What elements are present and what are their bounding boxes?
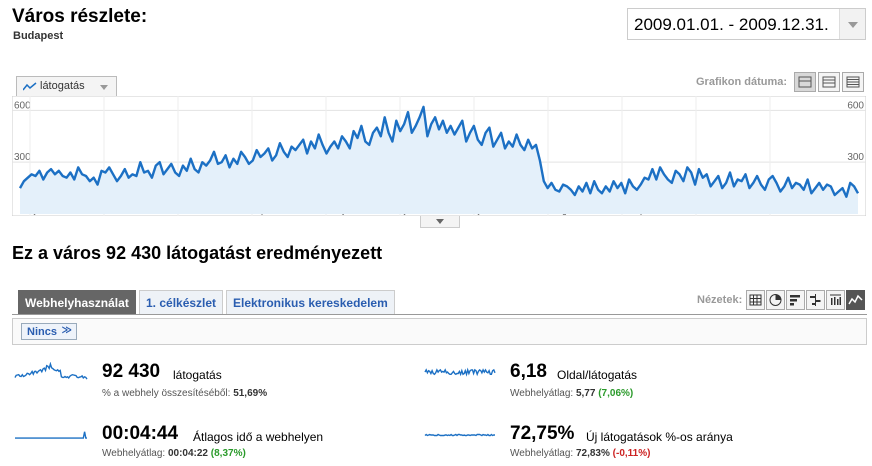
chevron-down-icon[interactable]: [839, 9, 865, 39]
bar-chart-icon: [790, 295, 800, 306]
tab-divider: [12, 314, 867, 315]
metric-pages-sub: Webhelyátlag: 5,77 (7,06%): [510, 388, 633, 399]
metric-visits-sub-prefix: % a webhely összesítéséből:: [102, 388, 234, 399]
visits-chart: 600600300300jan. 5.febr. 7.márc. 12.ápr.…: [11, 95, 867, 217]
date-range-picker[interactable]: 2009.01.01. - 2009.12.31.: [627, 8, 866, 40]
visits-line: [18, 105, 860, 198]
metric-newvisits-sub-prefix: Webhelyátlag:: [510, 448, 576, 459]
new-visits-sparkline: [424, 433, 495, 437]
pivot-view-button[interactable]: [826, 290, 845, 310]
summary-heading: Ez a város 92 430 látogatást eredményeze…: [12, 243, 383, 263]
metric-newvisits-sub-value: 72,83%: [575, 448, 610, 459]
sparkline-view-icon: [848, 294, 863, 305]
metric-visits-sub: % a webhely összesítéséből: 51,69%: [102, 388, 267, 399]
line-chart-icon: [22, 82, 37, 91]
metric-pages-sub-prefix: Webhelyátlag:: [510, 388, 576, 399]
graph-date-label: Grafikon dátuma:: [696, 76, 788, 88]
city-subtitle: Budapest: [13, 30, 64, 42]
visits-area: [20, 106, 858, 214]
day-view-icon: [798, 76, 812, 88]
metric-dropdown-label: látogatás: [40, 80, 85, 92]
double-chevron-icon: ≫: [61, 325, 72, 336]
metric-pages-label: Oldal/látogatás: [557, 368, 638, 382]
table-view-button[interactable]: [746, 290, 765, 310]
pages-per-visit-sparkline: [424, 367, 496, 377]
segment-dropdown-label: Nincs: [27, 326, 57, 338]
metric-pages-change: (7,06%): [598, 388, 634, 399]
metric-avgtime-sub-prefix: Webhelyátlag:: [102, 448, 168, 459]
tab-ecommerce[interactable]: Elektronikus kereskedelem: [226, 290, 395, 315]
visits-chart-svg: 600600300300jan. 5.febr. 7.márc. 12.ápr.…: [11, 95, 867, 217]
graph-month-button[interactable]: [842, 72, 864, 92]
y-tick-left: 300: [14, 152, 31, 163]
month-view-icon: [846, 76, 860, 88]
y-tick-left: 600: [14, 100, 31, 111]
views-label: Nézetek:: [697, 294, 743, 306]
metric-newvisits-label: Új látogatások %-os aránya: [586, 430, 733, 444]
date-range-text: 2009.01.01. - 2009.12.31.: [634, 15, 829, 34]
page-title: Város részlete:: [12, 6, 148, 27]
pie-chart-icon: [769, 294, 782, 306]
table-icon: [749, 294, 762, 306]
metric-pages-sub-value: 5,77: [575, 388, 596, 399]
metric-avgtime-label: Átlagos idő a webhelyen: [193, 430, 324, 444]
tab-goal-set[interactable]: 1. célkészlet: [139, 290, 224, 315]
segment-filter-bar: Nincs ≫: [12, 318, 867, 345]
tab-site-usage[interactable]: Webhelyhasználat: [18, 290, 136, 315]
chevron-down-icon: [100, 85, 108, 90]
chart-expand-handle[interactable]: [420, 216, 460, 228]
avg-time-sparkline: [15, 431, 87, 439]
metric-dropdown[interactable]: látogatás: [16, 76, 117, 96]
pivot-icon: [830, 294, 841, 305]
pie-view-button[interactable]: [766, 290, 785, 310]
y-tick-right: 300: [847, 152, 864, 163]
graph-week-button[interactable]: [818, 72, 840, 92]
metric-avgtime-value: 00:04:44: [102, 423, 179, 444]
metric-visits-value: 92 430: [102, 361, 161, 382]
metric-avgtime-sub-value: 00:04:22: [167, 448, 208, 459]
graph-day-button[interactable]: [794, 72, 816, 92]
week-view-icon: [822, 76, 836, 88]
bar-view-button[interactable]: [786, 290, 805, 310]
performance-view-button[interactable]: [846, 290, 865, 310]
visits-sparkline: [14, 362, 88, 380]
metric-newvisits-value: 72,75%: [510, 423, 575, 444]
metric-avgtime-sub: Webhelyátlag: 00:04:22 (8,37%): [102, 448, 246, 459]
metric-newvisits-change: (-0,11%): [612, 448, 651, 459]
metric-newvisits-sub: Webhelyátlag: 72,83% (-0,11%): [510, 448, 650, 459]
metric-visits-label: látogatás: [173, 368, 222, 382]
metric-avgtime-change: (8,37%): [210, 448, 246, 459]
comparison-icon: [810, 294, 821, 306]
comparison-view-button[interactable]: [806, 290, 825, 310]
metric-pages-value: 6,18: [510, 361, 547, 382]
segment-dropdown[interactable]: Nincs ≫: [21, 323, 77, 340]
y-tick-right: 600: [847, 100, 864, 111]
metric-visits-sub-value: 51,69%: [233, 388, 268, 399]
